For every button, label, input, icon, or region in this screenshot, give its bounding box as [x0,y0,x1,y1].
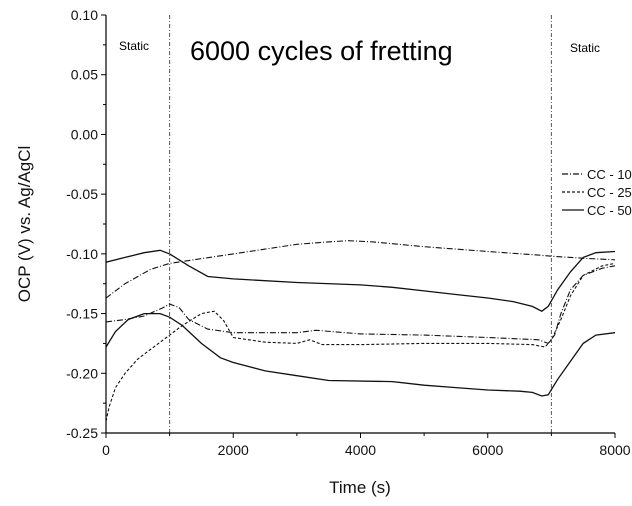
series-line-2-curve-1 [106,262,615,422]
y-tick-label: 0.00 [71,126,98,142]
legend-label: CC - 50 [587,203,632,218]
y-tick-label: -0.05 [66,186,98,202]
x-tick-label: 6000 [472,442,503,458]
tick-layer: 0 2000 4000 6000 8000 0.10 0.05 0.00 -0.05 -0.10 -… [66,7,631,458]
series-line-1-curve-2 [106,265,615,345]
series-line-3-curve-1 [106,249,615,312]
static-right-annotation: Static [570,41,600,55]
x-tick-label: 8000 [599,442,630,458]
legend-label: CC - 25 [587,185,632,200]
legend: CC - 10 CC - 25 CC - 50 [562,167,632,218]
series-line-1-curve-1 [106,240,615,299]
y-tick-label: 0.10 [71,7,98,23]
fretting-annotation: 6000 cycles of fretting [190,36,453,66]
y-tick-label: -0.20 [66,365,98,381]
x-tick-label: 0 [102,442,110,458]
static-left-annotation: Static [119,39,149,53]
series-layer [106,240,615,422]
phase-divider-lines [169,15,552,433]
y-tick-label: 0.05 [71,67,98,83]
y-axis-title: OCP (V) vs. Ag/AgCl [15,146,34,303]
x-axis-title: Time (s) [329,478,391,497]
x-tick-label: 4000 [345,442,376,458]
y-tick-label: -0.15 [66,306,98,322]
x-tick-label: 2000 [218,442,249,458]
y-tick-label: -0.10 [66,246,98,262]
axes [105,15,615,434]
series-line-3-curve-2 [106,312,615,397]
legend-label: CC - 10 [587,167,632,182]
y-tick-label: -0.25 [66,425,98,441]
